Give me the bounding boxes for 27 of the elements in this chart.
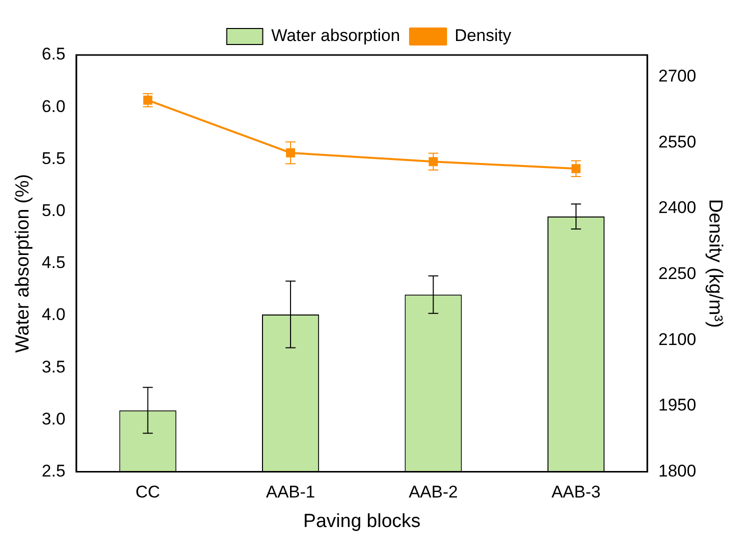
y-tick-label: 3.0 — [42, 409, 66, 428]
y2-tick-label: 2700 — [658, 66, 696, 86]
y2-tick-label: 1950 — [658, 396, 696, 415]
x-tick-label: AAB-2 — [408, 482, 458, 502]
y-tick-label: 6.0 — [42, 96, 66, 116]
x-tick-label: CC — [136, 482, 160, 502]
y-tick-label: 2.5 — [42, 461, 66, 480]
y2-tick-label: 2550 — [658, 132, 696, 152]
y2-tick-label: 2250 — [658, 264, 696, 284]
y2-tick-label: 2400 — [658, 198, 696, 218]
y2-tick-label: 1800 — [658, 461, 696, 480]
y-tick-label: 6.5 — [42, 44, 66, 64]
x-tick-label: AAB-1 — [266, 482, 316, 502]
y-tick-label: 3.5 — [42, 357, 66, 376]
y-tick-label: 5.5 — [42, 148, 66, 168]
y-tick-label: 4.0 — [42, 305, 66, 324]
point — [286, 148, 296, 158]
y2-axis-title: Density (kg/m³) — [704, 199, 726, 328]
y-tick-label: 4.5 — [42, 253, 66, 272]
y-tick-label: 5.0 — [42, 200, 66, 220]
point — [428, 157, 438, 166]
legend-label: Water absorption — [271, 26, 400, 46]
y2-tick-label: 2100 — [658, 330, 696, 349]
legend-label: Density — [454, 26, 512, 46]
y-axis-title: Water absorption (%) — [12, 174, 34, 353]
x-axis-title: Paving blocks — [303, 510, 421, 532]
x-tick-label: AAB-3 — [551, 482, 601, 502]
